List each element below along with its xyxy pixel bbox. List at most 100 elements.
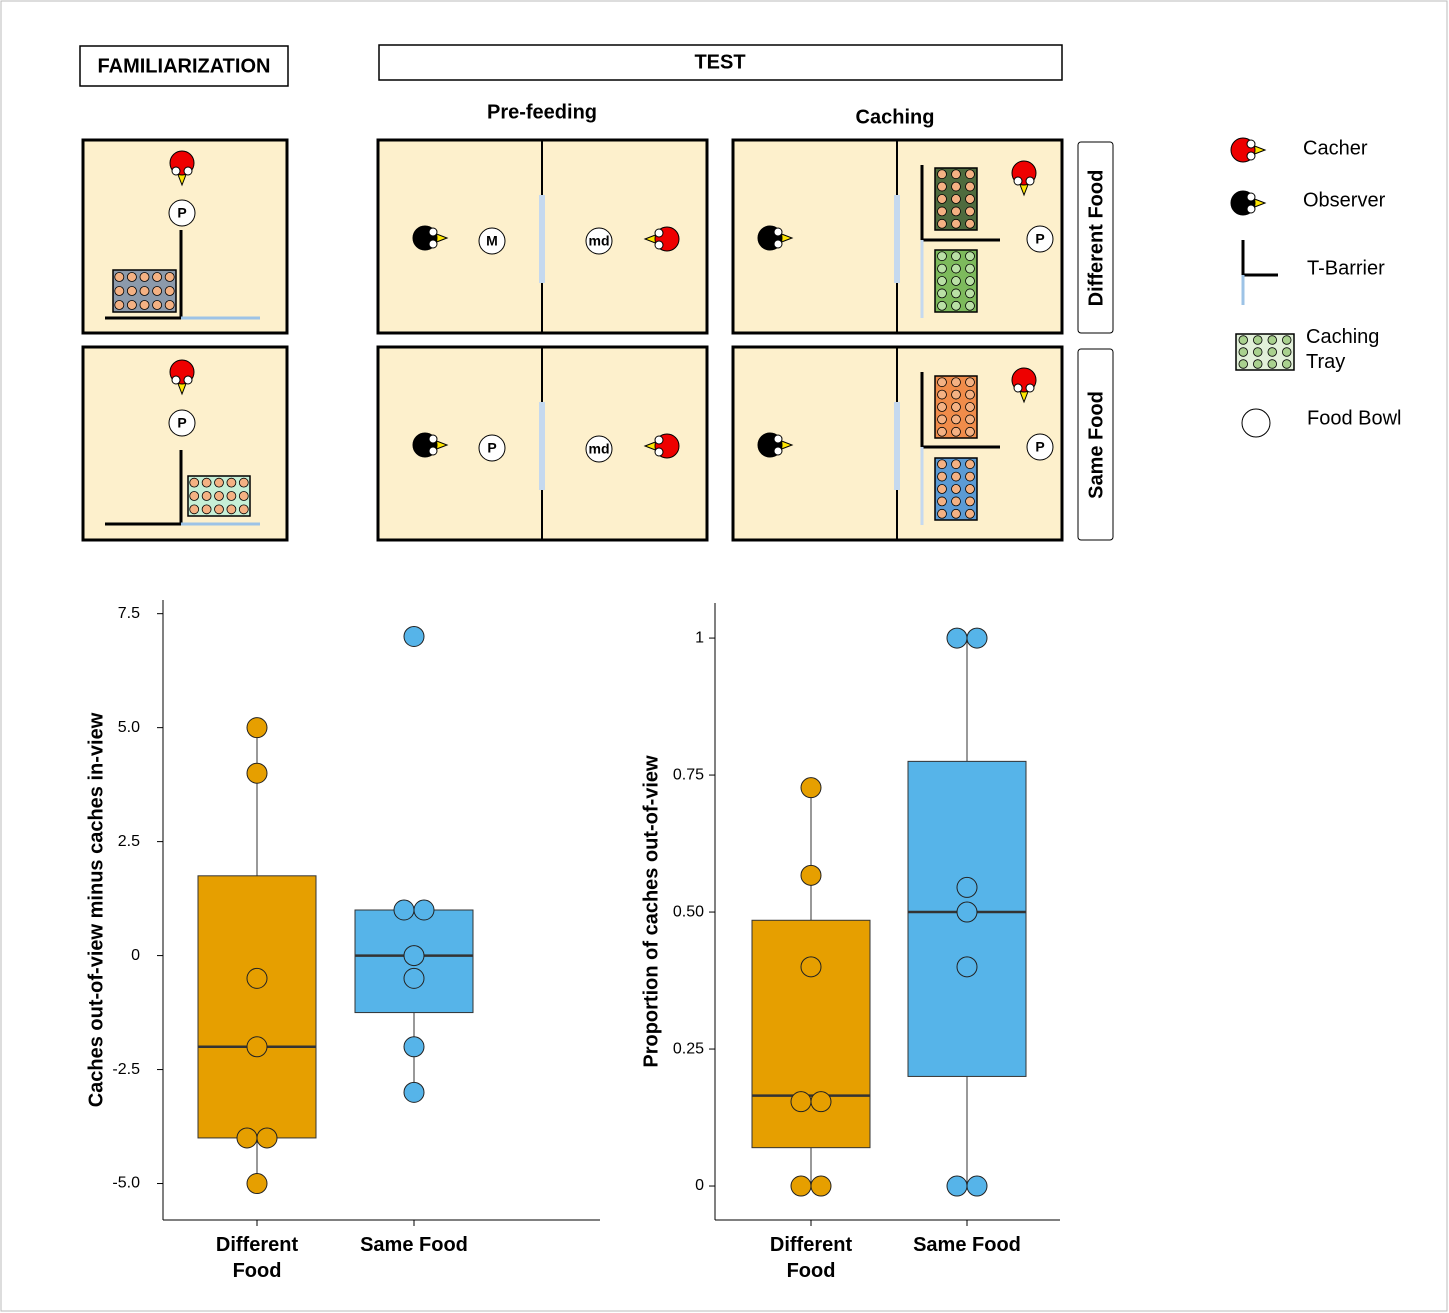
tray-cell bbox=[937, 414, 947, 425]
tray-cell bbox=[139, 300, 150, 310]
tray-cell bbox=[937, 169, 947, 180]
tray-cell bbox=[126, 300, 137, 310]
food-bowl bbox=[478, 434, 506, 462]
data-point bbox=[800, 777, 822, 799]
tray-cell bbox=[937, 471, 947, 482]
eye bbox=[428, 227, 438, 237]
eye bbox=[1246, 139, 1256, 149]
eye bbox=[171, 375, 181, 385]
data-point bbox=[236, 1127, 258, 1149]
bowl-label: M bbox=[486, 233, 498, 249]
tray-cell bbox=[152, 300, 163, 310]
data-point bbox=[946, 627, 968, 649]
y-tick-label: 0.50 bbox=[673, 903, 704, 920]
box bbox=[751, 919, 871, 1149]
tray-cell bbox=[965, 508, 975, 519]
eye bbox=[183, 166, 193, 176]
box bbox=[197, 875, 317, 1139]
tray-cell bbox=[937, 276, 947, 286]
tray-cell bbox=[1267, 359, 1277, 369]
tray-cell bbox=[937, 508, 947, 519]
tray-cell bbox=[937, 484, 947, 494]
data-point bbox=[403, 967, 425, 989]
tray-cell bbox=[951, 288, 961, 299]
tray-cell bbox=[214, 491, 224, 501]
data-point bbox=[403, 1081, 425, 1103]
tray-cell bbox=[965, 194, 975, 204]
tray-cell bbox=[201, 491, 212, 501]
row-label-box bbox=[1077, 348, 1114, 541]
tray-cell bbox=[1282, 347, 1292, 357]
tray-cell bbox=[114, 286, 125, 296]
tray-cell bbox=[965, 206, 975, 217]
data-point bbox=[966, 627, 988, 649]
x-tick-label: Different Food bbox=[215, 1234, 299, 1282]
tray-cell bbox=[965, 251, 975, 262]
tray-cell bbox=[114, 300, 125, 310]
tray-cell bbox=[951, 181, 961, 192]
tray-cell bbox=[965, 426, 975, 437]
tray-cell bbox=[226, 491, 237, 501]
y-axis-title: Caches out-of-view minus caches in-view bbox=[85, 712, 107, 1107]
data-point bbox=[403, 1036, 425, 1058]
eye bbox=[773, 227, 783, 237]
bowl-label: P bbox=[177, 205, 186, 221]
legend-label: T-Barrier bbox=[1307, 257, 1385, 279]
food-bowl bbox=[585, 435, 613, 463]
tray-cell bbox=[937, 194, 947, 204]
tray-cell bbox=[937, 251, 947, 262]
tray-cell bbox=[965, 263, 975, 274]
y-tick-label: -2.5 bbox=[112, 1061, 140, 1078]
tray-cell bbox=[951, 300, 961, 311]
tray-cell bbox=[1238, 359, 1248, 369]
tray-cell bbox=[201, 477, 212, 488]
y-tick-label: -5.0 bbox=[112, 1175, 140, 1192]
tray-cell bbox=[965, 389, 975, 400]
eye bbox=[428, 446, 438, 456]
eye bbox=[1246, 151, 1256, 161]
eye bbox=[1025, 176, 1035, 186]
eye bbox=[654, 447, 664, 457]
tray-cell bbox=[951, 402, 961, 412]
tray-cell bbox=[238, 477, 249, 488]
tray-cell bbox=[937, 300, 947, 311]
y-tick-label: 1 bbox=[695, 629, 704, 646]
y-tick-label: 7.5 bbox=[118, 605, 140, 622]
x-tick-label: Same Food bbox=[913, 1234, 1021, 1256]
tray-cell bbox=[164, 272, 175, 282]
header: TEST bbox=[694, 51, 745, 73]
y-tick-label: 5.0 bbox=[118, 719, 140, 736]
tray-cell bbox=[951, 206, 961, 217]
bowl-label: P bbox=[1035, 231, 1044, 247]
tray-cell bbox=[965, 300, 975, 311]
y-tick-label: 2.5 bbox=[118, 833, 140, 850]
y-tick-label: 0 bbox=[695, 1177, 704, 1194]
data-point bbox=[246, 1036, 268, 1058]
tray-cell bbox=[937, 389, 947, 400]
tray-cell bbox=[965, 484, 975, 494]
tray-cell bbox=[164, 300, 175, 310]
tray-cell bbox=[951, 276, 961, 286]
data-point bbox=[403, 945, 425, 967]
tray-cell bbox=[139, 286, 150, 296]
food-bowl bbox=[478, 227, 506, 255]
tray-cell bbox=[965, 402, 975, 412]
y-axis-title: Proportion of caches out-of-view bbox=[640, 755, 662, 1068]
tray-cell bbox=[937, 426, 947, 437]
eye bbox=[1246, 204, 1256, 214]
food-bowl bbox=[585, 227, 613, 255]
tray-cell bbox=[201, 504, 212, 515]
data-point bbox=[246, 1173, 268, 1195]
tray-cell bbox=[139, 272, 150, 282]
header-box bbox=[79, 45, 289, 87]
legend-label: Cacher bbox=[1303, 137, 1368, 159]
tray-cell bbox=[126, 286, 137, 296]
tray-cell bbox=[937, 206, 947, 217]
tray-cell bbox=[965, 276, 975, 286]
subheader: Pre-feeding bbox=[487, 101, 597, 123]
tray-cell bbox=[937, 459, 947, 470]
data-point bbox=[810, 1091, 832, 1113]
data-point bbox=[403, 625, 425, 647]
